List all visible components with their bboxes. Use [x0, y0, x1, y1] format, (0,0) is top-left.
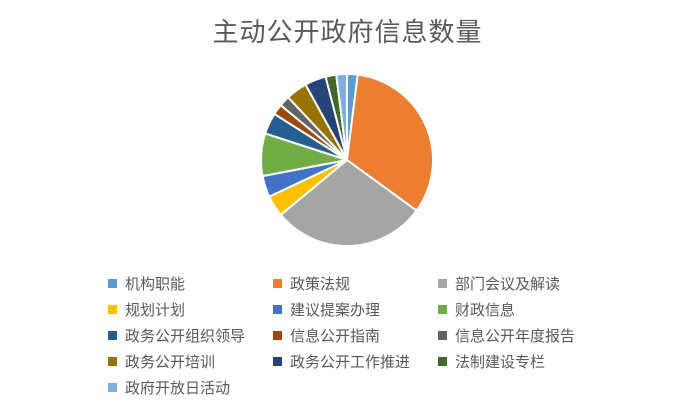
legend-item: 部门会议及解读: [438, 273, 560, 294]
legend-item: 财政信息: [438, 299, 515, 320]
legend-item: 信息公开指南: [273, 325, 380, 346]
legend-swatch: [438, 305, 447, 314]
pie-slice-3: [279, 158, 418, 247]
legend-item: 政务公开培训: [108, 351, 215, 372]
legend-swatch: [108, 357, 117, 366]
legend-item: 信息公开年度报告: [438, 325, 575, 346]
legend-label: 政策法规: [290, 275, 351, 293]
legend-item: 建议提案办理: [273, 299, 380, 320]
legend-swatch: [273, 357, 282, 366]
legend-label: 机构职能: [125, 275, 186, 293]
legend-swatch: [108, 383, 117, 392]
legend-label: 信息公开年度报告: [455, 327, 576, 345]
legend-label: 部门会议及解读: [455, 275, 561, 293]
legend-item: 政府开放日活动: [108, 377, 230, 398]
legend-swatch: [108, 331, 117, 340]
legend-swatch: [438, 279, 447, 288]
legend-swatch: [438, 357, 447, 366]
legend-swatch: [273, 279, 282, 288]
legend-label: 法制建设专栏: [455, 353, 546, 371]
legend-swatch: [273, 331, 282, 340]
legend-item: 法制建设专栏: [438, 351, 545, 372]
legend-item: 政务公开组织领导: [108, 325, 245, 346]
chart-title: 主动公开政府信息数量: [212, 18, 483, 48]
legend-item: 机构职能: [108, 273, 185, 294]
legend-swatch: [108, 279, 117, 288]
legend-label: 政务公开工作推进: [290, 353, 411, 371]
pie-slice-13: [335, 72, 348, 161]
legend-item: 规划计划: [108, 299, 185, 320]
pie-slice-2: [345, 73, 434, 212]
legend-swatch: [273, 305, 282, 314]
legend-label: 政务公开培训: [125, 353, 216, 371]
legend-swatch: [108, 305, 117, 314]
legend-swatch: [438, 331, 447, 340]
legend-item: 政务公开工作推进: [273, 351, 410, 372]
legend-label: 规划计划: [125, 301, 186, 319]
legend-label: 信息公开指南: [290, 327, 381, 345]
legend-label: 政务公开组织领导: [125, 327, 246, 345]
legend-item: 政策法规: [273, 273, 350, 294]
legend-label: 政府开放日活动: [125, 379, 231, 397]
legend-label: 建议提案办理: [290, 301, 381, 319]
pie-chart: [260, 72, 434, 247]
legend-label: 财政信息: [455, 301, 516, 319]
